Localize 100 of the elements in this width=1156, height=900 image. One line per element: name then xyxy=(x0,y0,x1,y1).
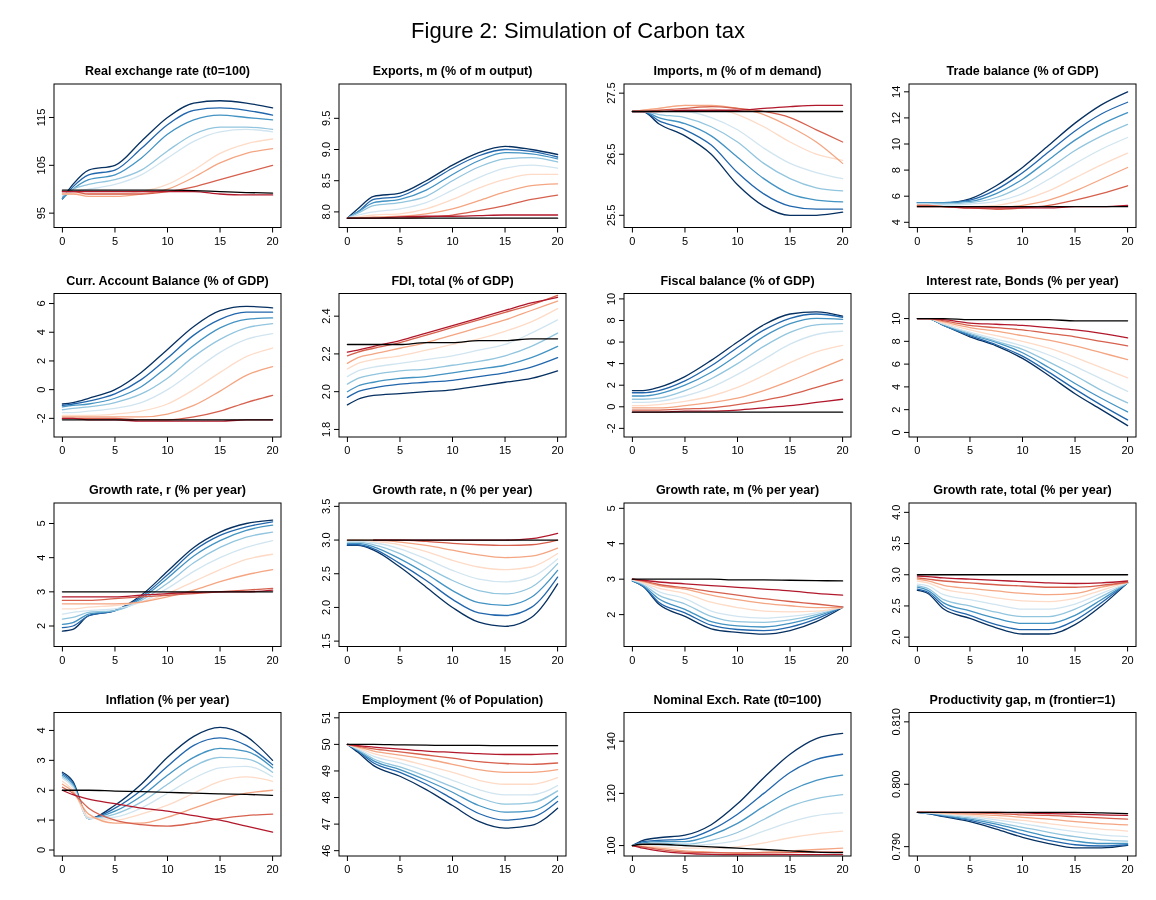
x-tick-label: 15 xyxy=(783,653,797,666)
x-tick-label: 20 xyxy=(266,234,279,247)
y-tick-label: 0 xyxy=(35,846,47,854)
x-tick-label: 10 xyxy=(731,234,744,247)
x-tick-label: 15 xyxy=(213,444,227,456)
y-tick-label: 2.5 xyxy=(890,598,902,614)
x-tick-label: 5 xyxy=(111,653,119,666)
x-tick-label: 20 xyxy=(1121,444,1134,456)
x-tick-label: 10 xyxy=(446,863,459,875)
y-tick-label: 0.800 xyxy=(890,770,902,799)
x-tick-label: 15 xyxy=(783,234,797,247)
y-tick-label: 9.5 xyxy=(320,110,332,126)
y-tick-label: 0 xyxy=(35,386,47,393)
x-tick-label: 5 xyxy=(396,653,404,666)
x-tick-label: 0 xyxy=(914,653,921,666)
y-tick-label: 0.810 xyxy=(890,708,902,736)
y-tick-label: 1.8 xyxy=(320,421,332,438)
y-tick-label: 115 xyxy=(35,108,47,127)
x-tick-label: 10 xyxy=(731,653,744,666)
y-tick-label: 2.5 xyxy=(320,566,332,582)
x-tick-label: 5 xyxy=(966,653,974,666)
x-tick-label: 10 xyxy=(161,653,174,666)
x-tick-label: 20 xyxy=(266,653,279,666)
chart-title: FDI, total (% of GDP) xyxy=(391,273,514,288)
y-tick-label: 8 xyxy=(890,338,902,345)
x-tick-label: 5 xyxy=(396,444,404,456)
x-tick-label: 10 xyxy=(1016,653,1029,666)
x-tick-label: 15 xyxy=(213,234,227,247)
x-tick-label: 0 xyxy=(59,444,66,456)
y-tick-label: 2.0 xyxy=(320,599,332,616)
x-tick-label: 5 xyxy=(111,444,119,456)
x-tick-label: 20 xyxy=(836,444,849,456)
x-tick-label: 20 xyxy=(266,444,279,456)
x-tick-label: 15 xyxy=(783,863,797,875)
x-tick-label: 20 xyxy=(551,863,564,875)
y-tick-label: 8 xyxy=(605,317,617,324)
x-tick-label: 10 xyxy=(446,234,459,247)
x-tick-label: 15 xyxy=(1068,234,1082,247)
x-tick-label: 0 xyxy=(629,444,636,456)
y-tick-label: 105 xyxy=(35,156,47,175)
x-tick-label: 20 xyxy=(1121,653,1134,666)
chart-title: Fiscal balance (% of GDP) xyxy=(660,273,815,288)
y-tick-label: 2.0 xyxy=(320,384,332,400)
x-tick-label: 5 xyxy=(111,863,119,875)
y-tick-label: 3 xyxy=(605,576,617,583)
y-tick-label: 8.0 xyxy=(320,204,332,220)
y-tick-label: 10 xyxy=(890,137,902,151)
chart-title: Exports, m (% of m output) xyxy=(372,64,533,78)
x-tick-label: 15 xyxy=(213,653,227,666)
y-tick-label: 2 xyxy=(605,611,617,618)
y-tick-label: 4 xyxy=(605,360,617,367)
x-tick-label: 5 xyxy=(966,234,974,247)
x-tick-label: 0 xyxy=(914,234,921,247)
y-tick-label: 120 xyxy=(605,784,617,803)
y-tick-label: 4.0 xyxy=(890,504,902,521)
chart-title: Productivity gap, m (frontier=1) xyxy=(929,692,1116,707)
y-tick-label: 9.0 xyxy=(320,141,332,158)
x-tick-label: 0 xyxy=(59,234,66,247)
y-tick-label: 2 xyxy=(35,622,47,630)
x-tick-label: 20 xyxy=(836,234,849,247)
x-tick-label: 15 xyxy=(1068,444,1082,456)
x-tick-label: 0 xyxy=(629,234,636,247)
x-tick-label: 20 xyxy=(1121,863,1134,875)
y-tick-label: 2 xyxy=(890,406,902,413)
x-tick-label: 0 xyxy=(344,444,351,456)
y-tick-label: 4 xyxy=(890,383,902,390)
x-tick-label: 15 xyxy=(498,653,512,666)
x-tick-label: 0 xyxy=(344,234,351,247)
y-tick-label: 4 xyxy=(605,540,617,547)
chart-title: Employment (% of Population) xyxy=(361,692,544,707)
x-tick-label: 0 xyxy=(914,863,921,875)
x-tick-label: 20 xyxy=(836,653,849,666)
x-tick-label: 5 xyxy=(681,444,689,456)
y-tick-label: 48 xyxy=(320,791,332,804)
x-tick-label: 10 xyxy=(1016,234,1029,247)
y-tick-label: 10 xyxy=(605,292,617,306)
y-tick-label: 50 xyxy=(320,738,332,751)
x-tick-label: 5 xyxy=(396,234,404,247)
y-tick-label: 2.0 xyxy=(890,629,902,645)
y-tick-label: 2 xyxy=(35,787,47,794)
x-tick-label: 10 xyxy=(446,653,459,666)
y-tick-label: 6 xyxy=(35,300,47,307)
y-tick-label: 1 xyxy=(35,817,47,824)
chart-title: Curr. Account Balance (% of GDP) xyxy=(66,273,269,288)
y-tick-label: 3.0 xyxy=(890,567,902,583)
y-tick-label: 4 xyxy=(35,329,47,336)
y-tick-label: 4 xyxy=(890,219,902,226)
x-tick-label: 20 xyxy=(551,444,564,456)
y-tick-label: 6 xyxy=(605,338,617,346)
y-tick-label: 3.0 xyxy=(320,532,332,548)
y-tick-label: 3 xyxy=(35,588,47,595)
y-tick-label: 2 xyxy=(35,357,47,365)
x-tick-label: 10 xyxy=(1016,863,1029,875)
y-tick-label: 4 xyxy=(35,727,47,734)
x-tick-label: 15 xyxy=(1068,653,1082,666)
y-tick-label: 8.5 xyxy=(320,173,332,189)
y-tick-label: 26.5 xyxy=(605,143,617,165)
x-tick-label: 0 xyxy=(59,653,66,666)
y-tick-label: 2 xyxy=(605,382,617,389)
y-tick-label: 2.2 xyxy=(320,346,332,362)
